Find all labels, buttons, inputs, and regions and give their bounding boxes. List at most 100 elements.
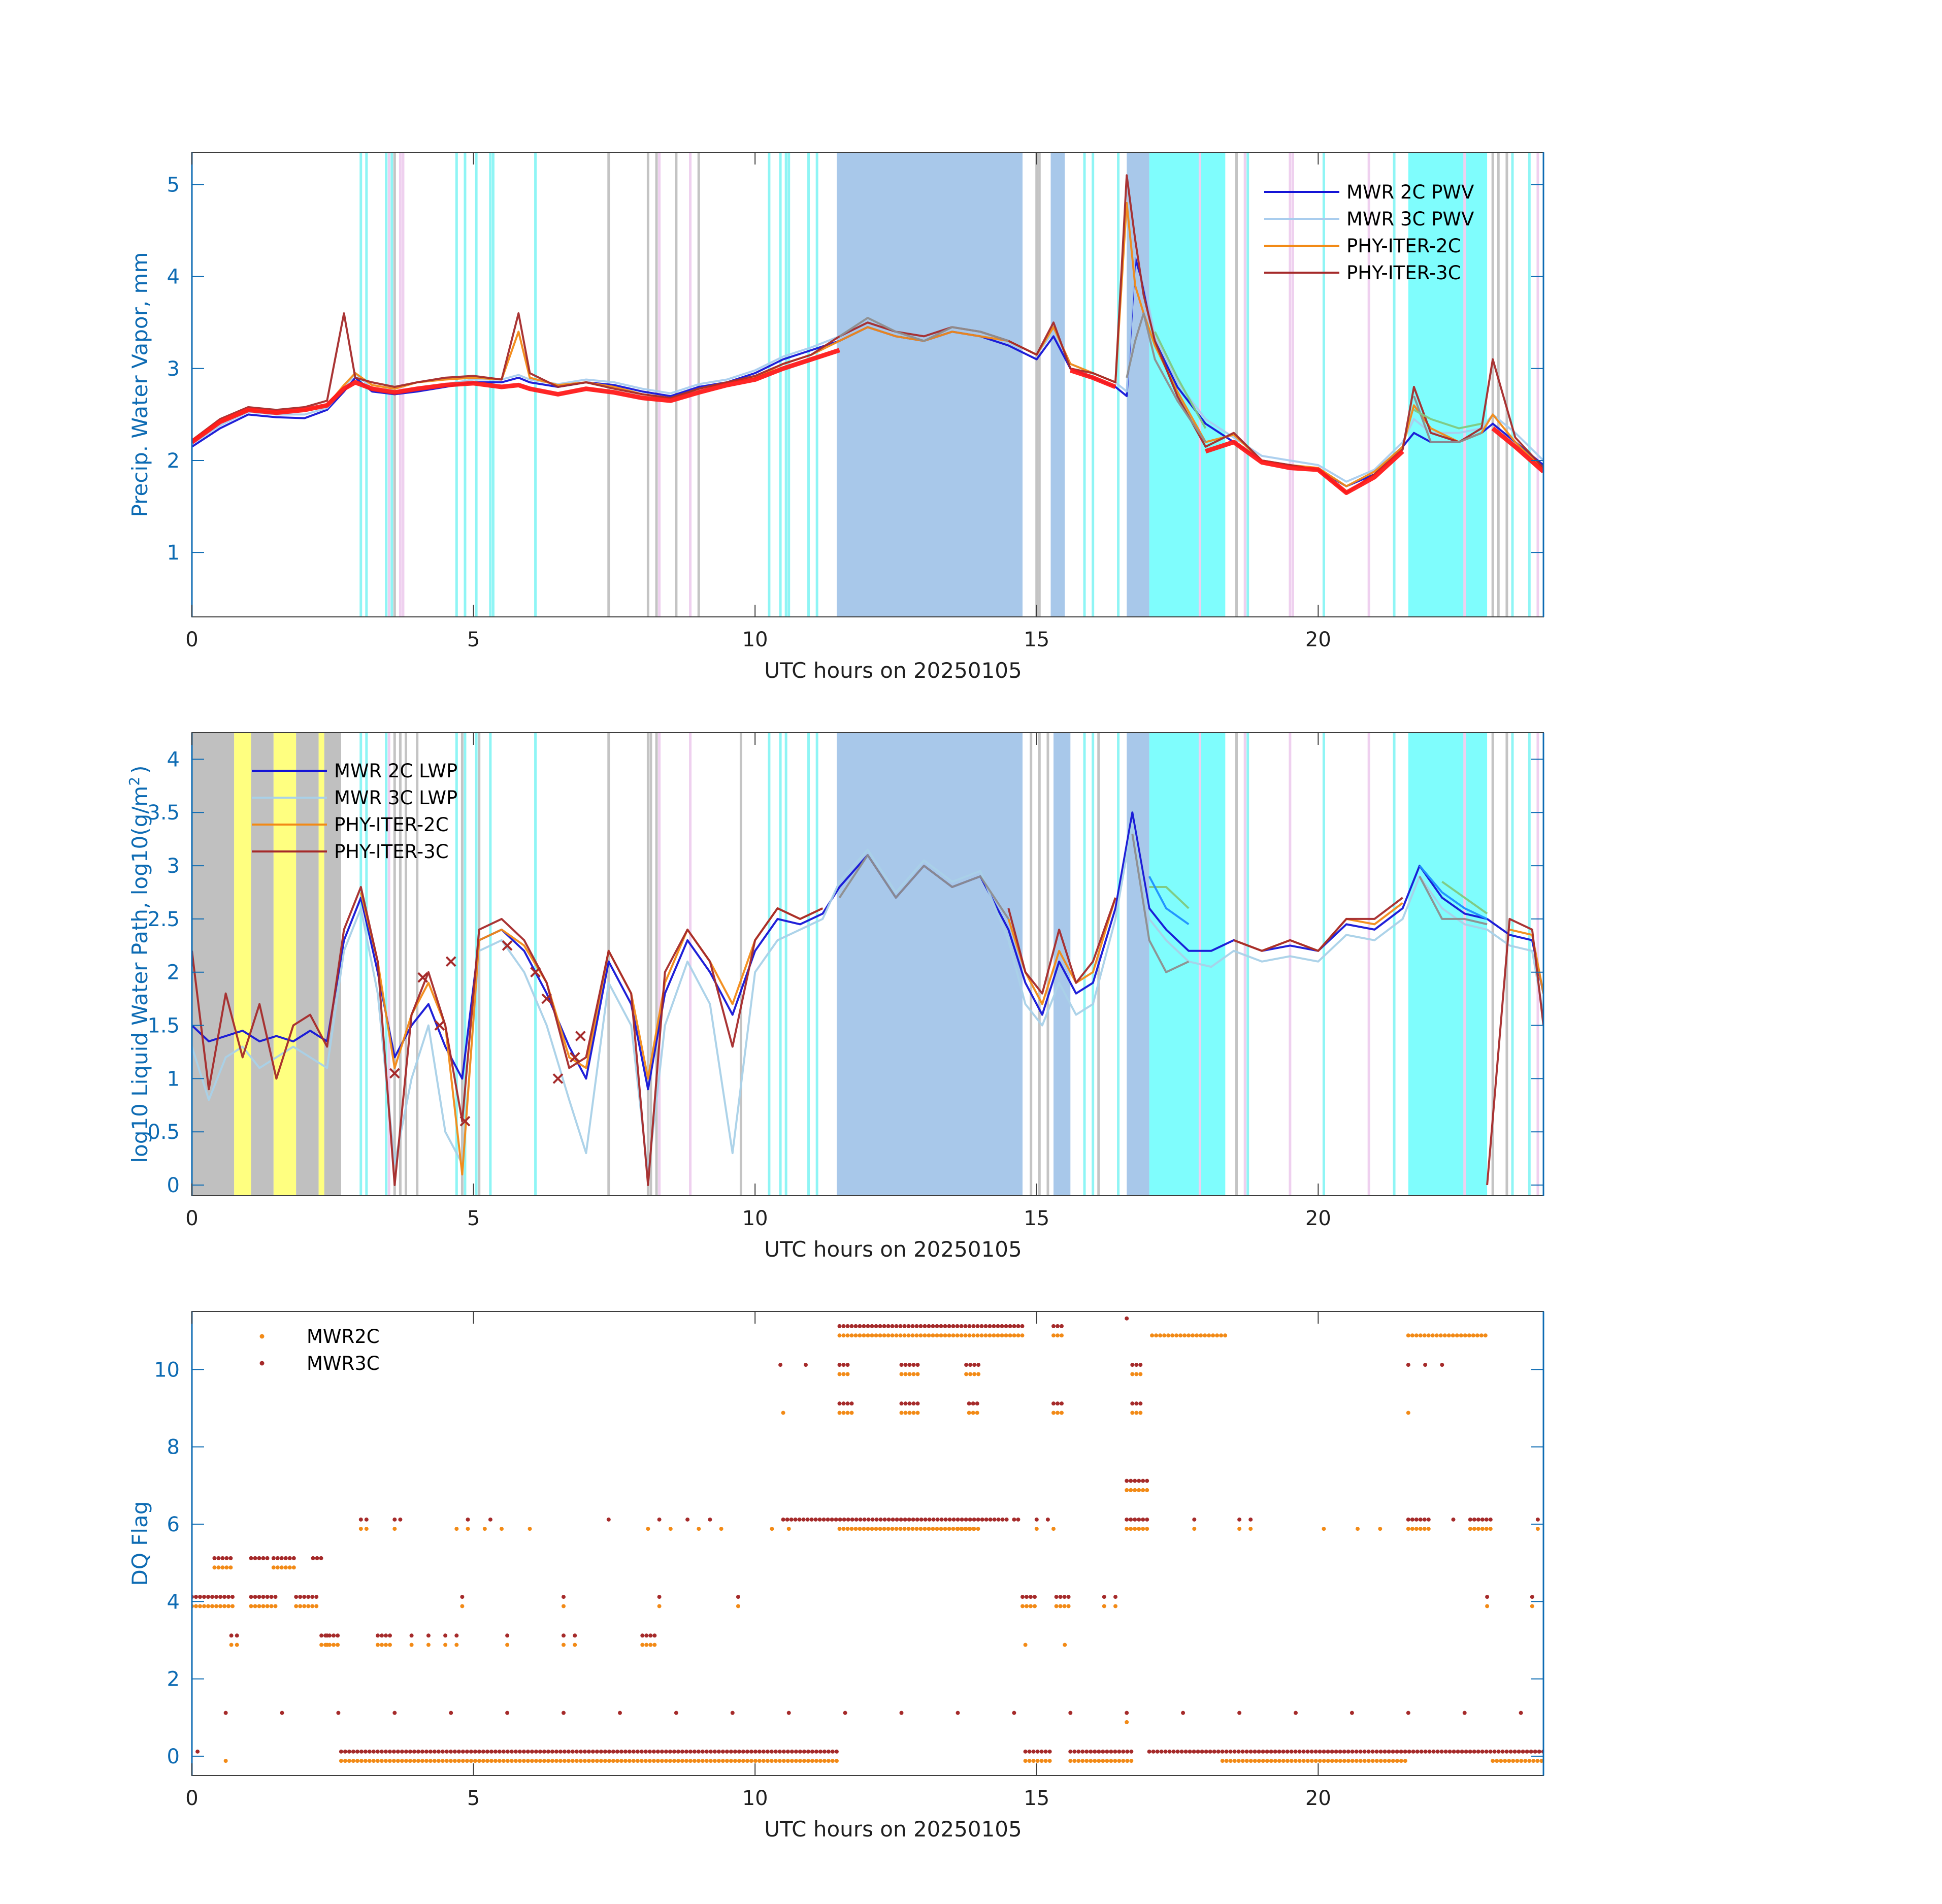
point xyxy=(943,1324,947,1328)
point xyxy=(1471,1333,1475,1338)
point xyxy=(939,1324,943,1328)
point xyxy=(611,1759,615,1763)
point xyxy=(1068,1711,1073,1715)
point xyxy=(911,1372,916,1376)
point xyxy=(1138,1372,1143,1376)
point xyxy=(708,1517,712,1522)
point xyxy=(668,1527,673,1531)
point xyxy=(355,1749,359,1754)
point xyxy=(1121,1759,1126,1763)
y-axis-label-text: DQ Flag xyxy=(127,1501,152,1586)
point xyxy=(1195,1333,1199,1338)
point xyxy=(1056,1401,1060,1406)
point xyxy=(834,1749,839,1754)
point xyxy=(481,1749,485,1754)
point xyxy=(1507,1759,1511,1763)
y-tick-label: 4 xyxy=(167,1590,180,1614)
point xyxy=(1187,1333,1191,1338)
point xyxy=(899,1410,904,1415)
point xyxy=(314,1595,319,1599)
point xyxy=(972,1527,976,1531)
point xyxy=(426,1643,431,1647)
point xyxy=(878,1527,882,1531)
point xyxy=(436,1749,441,1754)
point xyxy=(273,1604,278,1608)
y-tick-label: 2 xyxy=(167,449,180,473)
point xyxy=(253,1556,257,1560)
point xyxy=(364,1527,369,1531)
point xyxy=(343,1759,347,1763)
point xyxy=(228,1556,233,1560)
point xyxy=(915,1517,919,1522)
point xyxy=(1008,1333,1012,1338)
point xyxy=(907,1363,912,1367)
point xyxy=(1060,1401,1064,1406)
point xyxy=(194,1604,198,1608)
series-line-3 xyxy=(192,886,1543,1186)
point xyxy=(1062,1604,1067,1608)
point xyxy=(392,1711,397,1715)
point xyxy=(371,1749,376,1754)
point xyxy=(652,1633,657,1638)
point xyxy=(1356,1527,1360,1531)
point xyxy=(1058,1604,1063,1608)
point xyxy=(996,1517,1001,1522)
point xyxy=(935,1333,939,1338)
point xyxy=(866,1324,870,1328)
point xyxy=(432,1759,437,1763)
point xyxy=(676,1759,680,1763)
point xyxy=(195,1749,200,1754)
point xyxy=(956,1527,960,1531)
point xyxy=(870,1527,874,1531)
y-tick-label: 5 xyxy=(167,173,180,196)
point xyxy=(1358,1749,1363,1754)
point xyxy=(1191,1333,1195,1338)
point xyxy=(798,1749,802,1754)
point xyxy=(1346,1759,1351,1763)
point xyxy=(1257,1759,1261,1763)
point xyxy=(364,1517,369,1522)
point xyxy=(432,1749,437,1754)
point xyxy=(570,1759,575,1763)
point xyxy=(261,1604,266,1608)
point xyxy=(1530,1604,1534,1608)
point xyxy=(384,1633,388,1638)
y-tick-label: 10 xyxy=(154,1358,180,1382)
point xyxy=(449,1711,453,1715)
point xyxy=(485,1759,489,1763)
point xyxy=(761,1749,766,1754)
point xyxy=(972,1363,977,1367)
point xyxy=(1188,1749,1192,1754)
point xyxy=(918,1527,923,1531)
point xyxy=(408,1759,412,1763)
point xyxy=(1515,1759,1520,1763)
point xyxy=(1496,1749,1501,1754)
point xyxy=(1418,1333,1423,1338)
legend: MWR2C MWR3C xyxy=(259,1326,380,1374)
point xyxy=(1410,1527,1414,1531)
point xyxy=(1101,1759,1105,1763)
point xyxy=(363,1759,368,1763)
point xyxy=(1495,1759,1499,1763)
series-line-4 xyxy=(838,833,1488,973)
point xyxy=(363,1749,368,1754)
point xyxy=(810,1759,814,1763)
y-axis-label: log10 Liquid Water Path, log10(g/m2) xyxy=(126,765,152,1163)
point xyxy=(1322,1527,1326,1531)
point xyxy=(951,1333,956,1338)
point xyxy=(1236,1759,1241,1763)
y-axis-label-superscript: 2 xyxy=(126,777,143,786)
point xyxy=(477,1749,481,1754)
point xyxy=(202,1595,206,1599)
point xyxy=(1224,1749,1229,1754)
point xyxy=(992,1517,997,1522)
point xyxy=(1452,1749,1456,1754)
point xyxy=(1137,1488,1141,1492)
point xyxy=(640,1633,645,1638)
point xyxy=(1269,1749,1273,1754)
point xyxy=(1174,1333,1179,1338)
point xyxy=(1228,1759,1233,1763)
point xyxy=(1134,1372,1139,1376)
point xyxy=(1121,1749,1126,1754)
shaded-region xyxy=(1127,152,1149,617)
